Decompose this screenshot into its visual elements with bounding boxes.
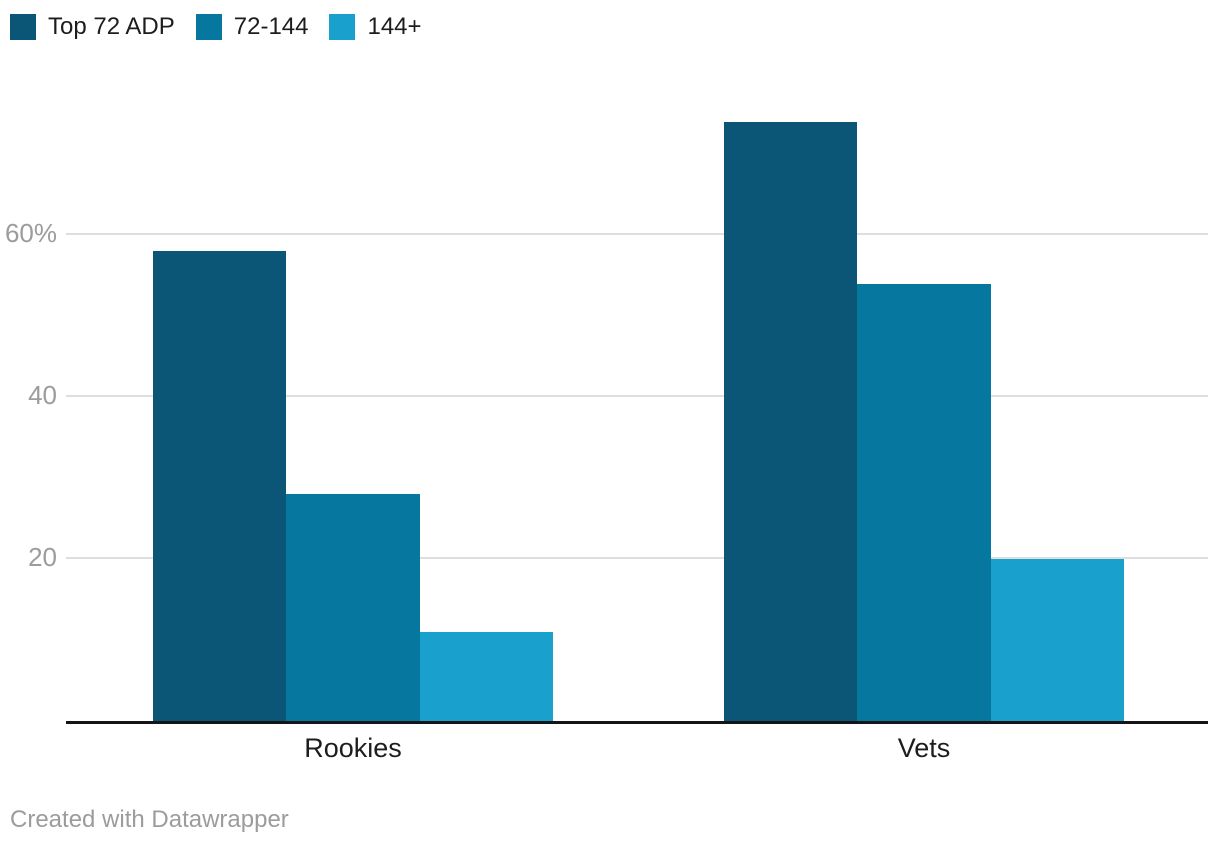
gridline (66, 233, 1208, 235)
legend-item-top-72-adp: Top 72 ADP (10, 14, 175, 40)
x-category-label-rookies: Rookies (304, 733, 402, 763)
legend: Top 72 ADP 72-144 144+ (10, 14, 422, 40)
bar-vets-72-144 (857, 283, 991, 721)
y-tick-label: 40 (28, 380, 57, 410)
bar-rookies-top-72-adp (153, 251, 287, 721)
legend-item-72-144: 72-144 (195, 13, 309, 40)
plot-area (66, 0, 1208, 721)
y-tick-label: 20 (28, 542, 57, 572)
datawrapper-credit: Created with Datawrapper (10, 806, 289, 833)
gridline (66, 395, 1208, 397)
legend-label: 144+ (367, 13, 422, 40)
bar-vets-top-72-adp (724, 121, 858, 721)
x-category-label-vets: Vets (897, 733, 951, 763)
bar-rookies-72-144 (286, 494, 420, 721)
legend-swatch-icon (10, 14, 36, 40)
bar-vets-144- (990, 559, 1124, 721)
legend-swatch-icon (329, 14, 356, 40)
legend-swatch-icon (195, 14, 222, 40)
legend-item-144-plus: 144+ (329, 13, 422, 40)
legend-label: Top 72 ADP (48, 13, 175, 40)
x-axis-line (66, 721, 1208, 724)
y-tick-label: 60% (4, 218, 57, 248)
gridline (66, 557, 1208, 559)
legend-label: 72-144 (233, 13, 309, 40)
bar-rookies-144- (419, 631, 553, 721)
